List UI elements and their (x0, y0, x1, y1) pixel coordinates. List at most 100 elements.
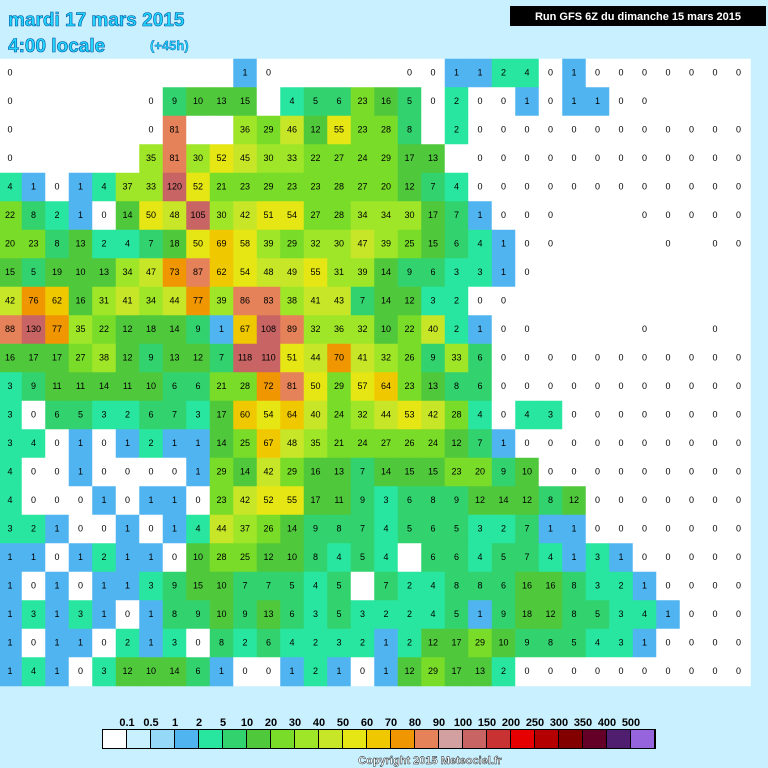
cell (397, 315, 422, 345)
grid-value: 1 (524, 96, 529, 106)
cell (585, 600, 610, 630)
grid-value: 7 (266, 580, 271, 590)
cell (515, 343, 540, 373)
grid-value: 6 (430, 267, 435, 277)
grid-value: 1 (54, 666, 59, 676)
grid-value: 0 (712, 523, 717, 533)
cell (538, 58, 563, 88)
colorbar-box (343, 730, 366, 748)
cell (374, 201, 399, 231)
grid-value: 0 (712, 153, 717, 163)
colorbar-box (367, 730, 390, 748)
grid-value: 72 (263, 381, 273, 391)
colorbar-box (247, 730, 270, 748)
grid-value: 18 (522, 609, 532, 619)
land (656, 87, 681, 117)
grid-value: 1 (101, 495, 106, 505)
land (45, 58, 70, 88)
grid-value: 77 (193, 295, 203, 305)
grid-value: 2 (360, 637, 365, 647)
grid-value: 1 (642, 637, 647, 647)
grid-value: 0 (618, 438, 623, 448)
grid-value: 25 (404, 238, 414, 248)
grid-value: 0 (736, 637, 741, 647)
cell (538, 600, 563, 630)
grid-value: 10 (381, 324, 391, 334)
cell (562, 543, 587, 573)
grid-value: 0 (712, 637, 717, 647)
grid-value: 29 (216, 466, 226, 476)
grid-value: 12 (263, 552, 273, 562)
cell (562, 514, 587, 544)
cell (397, 58, 422, 88)
cell (421, 343, 446, 373)
grid-value: 1 (242, 67, 247, 77)
cell (562, 343, 587, 373)
cell (703, 628, 728, 658)
cell (515, 600, 540, 630)
land (68, 144, 93, 174)
grid-value: 0 (524, 124, 529, 134)
grid-value: 108 (261, 324, 276, 334)
cell (421, 372, 446, 402)
cell (21, 600, 46, 630)
cell (609, 514, 634, 544)
grid-value: 14 (122, 210, 132, 220)
cell (68, 657, 93, 687)
cell (303, 286, 328, 316)
cell (468, 543, 493, 573)
cell (92, 315, 117, 345)
cell (0, 571, 23, 601)
cell (703, 400, 728, 430)
date-title: mardi 17 mars 2015 (8, 10, 185, 31)
cell (421, 58, 446, 88)
grid-value: 0 (689, 181, 694, 191)
cell (609, 115, 634, 145)
grid-value: 1 (7, 637, 12, 647)
land (703, 87, 728, 117)
cell (256, 201, 281, 231)
land (139, 58, 164, 88)
cell (656, 343, 681, 373)
land (726, 286, 751, 316)
cell (679, 400, 704, 430)
cell (679, 201, 704, 231)
cell (491, 429, 516, 459)
colorbar-box (199, 730, 222, 748)
grid-value: 17 (216, 409, 226, 419)
cell (585, 628, 610, 658)
grid-value: 10 (216, 580, 226, 590)
cell (538, 543, 563, 573)
cell (703, 115, 728, 145)
cell (585, 58, 610, 88)
grid-value: 1 (31, 181, 36, 191)
cell (374, 144, 399, 174)
cell (562, 115, 587, 145)
cell (374, 286, 399, 316)
cell (538, 628, 563, 658)
grid-value: 0 (712, 666, 717, 676)
cell (209, 543, 234, 573)
land (209, 115, 234, 145)
land (68, 58, 93, 88)
grid-value: 0 (618, 466, 623, 476)
cell (115, 343, 140, 373)
cell (703, 571, 728, 601)
cell (68, 457, 93, 487)
grid-value: 1 (501, 267, 506, 277)
colorbar-label: 30 (289, 717, 301, 729)
grid-values: 0 1 0 0 0 1 1 2 4 0 1 0 0 0 0 0 0 00 0 9 10 13 15 4 5 6 23 16 5 0 2 0 0 1… (5, 67, 741, 676)
grid-value: 6 (195, 381, 200, 391)
land (562, 229, 587, 259)
cell (45, 429, 70, 459)
cell (21, 543, 46, 573)
cell (585, 343, 610, 373)
cell (186, 486, 211, 516)
cell (209, 429, 234, 459)
cell (515, 58, 540, 88)
cell (656, 543, 681, 573)
cell (374, 258, 399, 288)
cell (233, 58, 258, 88)
grid-value: 4 (125, 238, 130, 248)
